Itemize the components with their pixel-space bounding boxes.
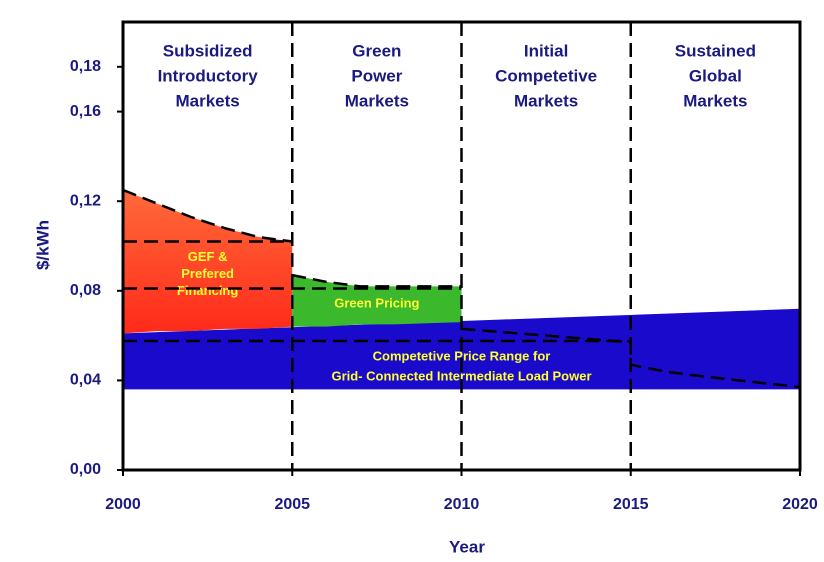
area-label: Green Pricing	[334, 295, 419, 310]
area-label: Prefered	[181, 266, 234, 281]
x-tick-label: 2000	[105, 496, 141, 513]
y-tick-label: 0,08	[70, 282, 101, 299]
y-tick-label: 0,00	[70, 461, 101, 478]
x-tick-label: 2005	[274, 496, 310, 513]
y-tick-label: 0,04	[70, 372, 101, 389]
region-label: Markets	[514, 91, 578, 110]
area-label: Competetive Price Range for	[373, 349, 551, 364]
region-label: Subsidized	[163, 41, 253, 60]
area-label: GEF &	[188, 249, 228, 264]
region-label: Introductory	[158, 66, 259, 85]
region-label: Markets	[683, 91, 747, 110]
region-label: Green	[352, 41, 401, 60]
region-label: Competetive	[495, 66, 597, 85]
area-label: Grid- Connected Intermediate Load Power	[331, 369, 591, 384]
x-tick-label: 2015	[613, 496, 649, 513]
dashed-line	[461, 327, 801, 389]
y-tick-label: 0,18	[70, 58, 101, 75]
x-tick-label: 2010	[444, 496, 480, 513]
x-tick-label: 2020	[782, 496, 818, 513]
region-label: Global	[689, 66, 742, 85]
x-axis-label: Year	[449, 537, 485, 556]
region-label: Markets	[175, 91, 239, 110]
area-edge	[292, 273, 462, 288]
region-label: Power	[351, 66, 402, 85]
region-label: Markets	[345, 91, 409, 110]
y-axis-label: $/kWh	[33, 220, 52, 270]
area-label: Financing	[177, 283, 238, 298]
region-label: Initial	[524, 41, 568, 60]
area-band	[123, 190, 293, 334]
region-label: Sustained	[675, 41, 756, 60]
y-tick-label: 0,12	[70, 192, 101, 209]
area-edge	[122, 188, 293, 243]
y-tick-label: 0,16	[70, 103, 101, 120]
